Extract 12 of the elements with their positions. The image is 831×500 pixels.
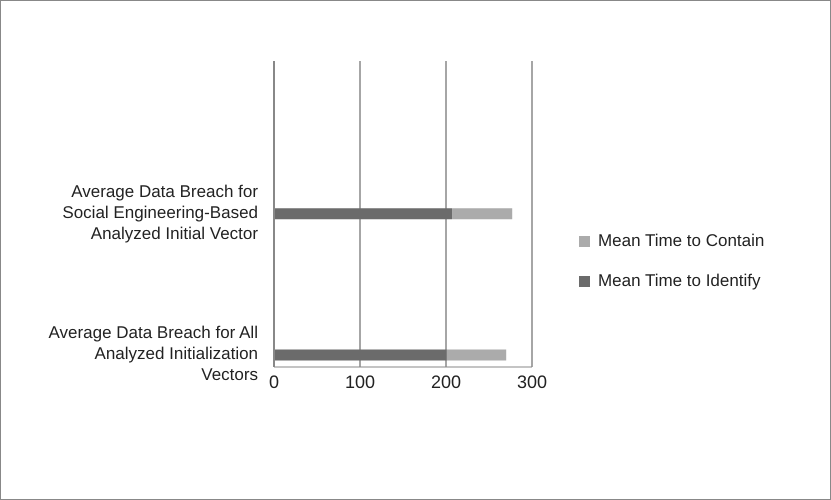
bar <box>446 349 506 360</box>
legend-label: Mean Time to Contain <box>597 230 766 252</box>
bar <box>274 208 452 220</box>
bar <box>274 349 447 360</box>
legend-label: Mean Time to Identify <box>597 270 762 292</box>
x-tick-label: 200 <box>430 372 462 392</box>
x-tick-label: 100 <box>344 372 376 392</box>
y-tick-label: Average Data Breach for All Analyzed Initialization Vectors <box>48 324 258 385</box>
x-tick-label: 0 <box>268 372 280 392</box>
y-tick-label: Average Data Breach for Social Engineering-Based Analyzed Initial Vector <box>62 182 258 244</box>
x-tick-label: 300 <box>516 372 548 392</box>
bar <box>452 208 512 220</box>
